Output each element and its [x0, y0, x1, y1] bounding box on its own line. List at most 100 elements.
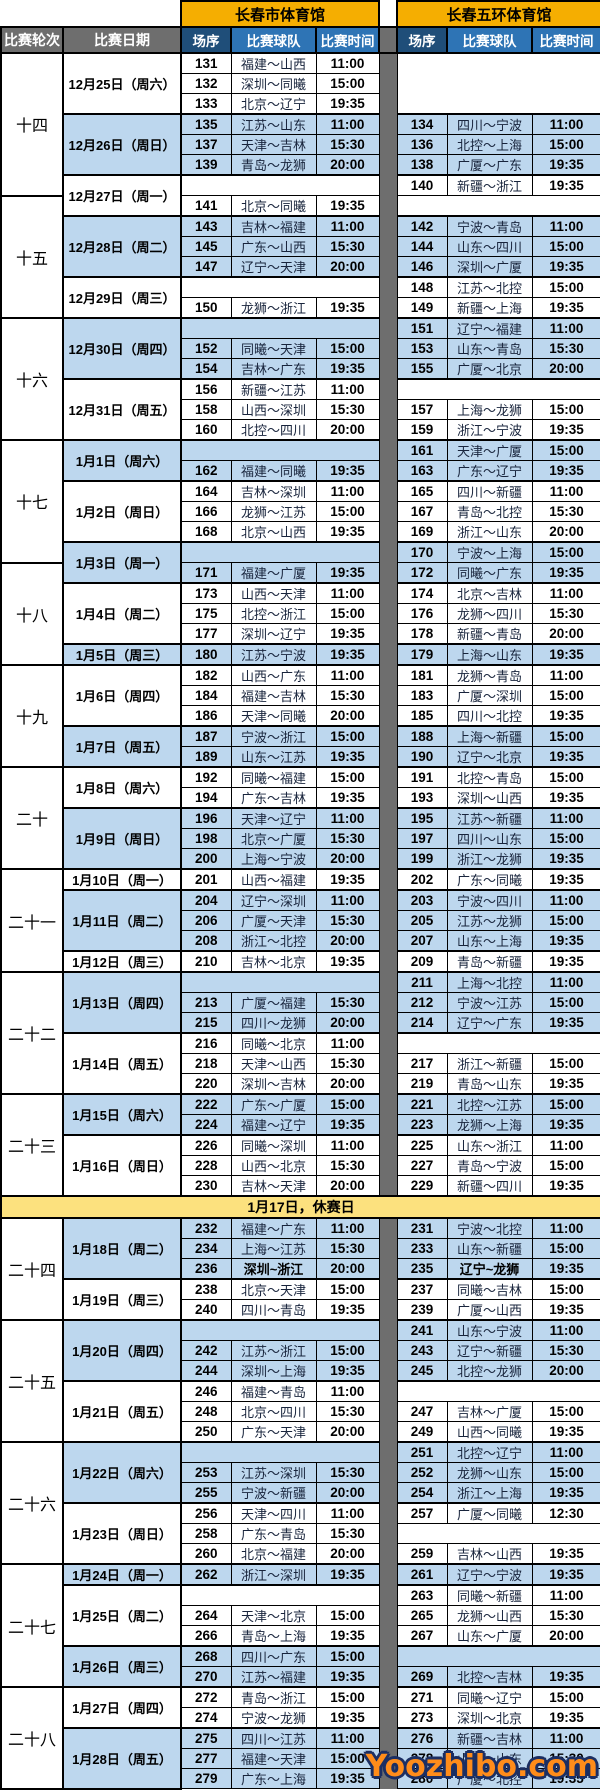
empty-cell [180, 1319, 380, 1341]
round-cell: 十五 [0, 194, 64, 319]
gutter [379, 1442, 397, 1463]
match-time-right: 19:35 [531, 1073, 600, 1095]
date-cell: 1月24日（周一） [62, 1563, 182, 1586]
match-seq-right: 205 [396, 910, 448, 931]
gutter [379, 521, 397, 542]
match-time-right: 19:35 [531, 1707, 600, 1729]
table-row: 189 山东～江苏 19:35 190 辽宁～北京 19:35 [1, 746, 600, 768]
match-time-right: 19:35 [531, 174, 600, 196]
match-seq-left: 132 [180, 73, 232, 94]
table-row: 12月31日（周五） 156 新疆～江苏 11:00 [1, 378, 600, 441]
match-teams-left: 山西～福建 [230, 868, 317, 891]
match-time-right: 15:00 [531, 766, 600, 788]
match-teams-right: 青岛～宁波 [446, 1155, 533, 1176]
match-time-left: 20:00 [315, 1012, 380, 1034]
match-teams-right: 青岛～山东 [446, 1073, 533, 1095]
rest-day-banner: 1月17日，休赛日 [0, 1195, 600, 1219]
match-teams-right: 北京～吉林 [446, 582, 533, 604]
match-seq-right: 237 [396, 1278, 448, 1300]
gutter [379, 440, 397, 461]
match-seq-left: 194 [180, 787, 232, 809]
match-seq-left: 189 [180, 746, 232, 768]
match-time-left: 19:35 [315, 195, 380, 217]
match-seq-left: 220 [180, 1073, 232, 1095]
table-row: 162 福建～同曦 19:35 163 广东～辽宁 19:35 [1, 460, 600, 482]
col-header-round: 比赛轮次 [0, 26, 64, 54]
match-time-right: 19:35 [531, 643, 600, 666]
gutter [379, 992, 397, 1013]
match-teams-left: 北京～天津 [230, 1278, 317, 1300]
match-time-left: 20:00 [315, 154, 380, 176]
match-teams-left: 山东～江苏 [230, 746, 317, 768]
table-row: 十七 1月1日（周六） 161 天津～广厦 15:00 [0, 439, 600, 564]
date-cell: 1月18日（周二） [62, 1217, 182, 1280]
gutter [379, 195, 397, 216]
match-teams-right: 浙江～山东 [446, 521, 533, 543]
match-time-right: 15:30 [531, 501, 600, 522]
match-seq-right: 261 [396, 1563, 448, 1586]
match-seq-right: 214 [396, 1012, 448, 1034]
match-teams-left: 江苏～山东 [230, 113, 317, 135]
match-time-right: 19:35 [531, 787, 600, 809]
match-seq-right: 185 [396, 705, 448, 727]
match-seq-right: 249 [396, 1421, 448, 1443]
table-row: 1月26日（周三） 268 四川～广东 15:00 [1, 1645, 600, 1688]
match-teams-left: 广东～吉林 [230, 787, 317, 809]
match-seq-left: 228 [180, 1155, 232, 1176]
match-time-left: 11:00 [315, 1032, 380, 1054]
match-teams-left: 天津～四川 [230, 1502, 317, 1524]
match-seq-right: 235 [396, 1258, 448, 1280]
match-time-left: 15:00 [315, 1605, 380, 1626]
table-row: 1月14日（周五） 216 同曦～北京 11:00 [1, 1032, 600, 1095]
match-seq-right: 207 [396, 930, 448, 952]
match-seq-left: 154 [180, 358, 232, 380]
table-row: 198 北京～广厦 15:30 197 四川～山东 15:00 [1, 828, 600, 849]
match-seq-right: 163 [396, 460, 448, 482]
gutter [379, 930, 397, 951]
table-row: 二十八 1月27日（周四） 272 青岛～浙江 15:00 271 同曦～辽宁 15:00 [0, 1686, 600, 1790]
match-time-right: 11:00 [531, 889, 600, 911]
match-teams-right: 北控～辽宁 [446, 1441, 533, 1463]
match-seq-left: 171 [180, 562, 232, 584]
table-row: 244 深圳～上海 19:35 245 北控～龙狮 20:00 [1, 1360, 600, 1382]
match-seq-left: 206 [180, 910, 232, 931]
gutter [379, 501, 397, 522]
match-teams-right: 辽宁~龙狮 [446, 1258, 533, 1280]
table-row: 177 深圳～辽宁 19:35 178 新疆～青岛 20:00 [1, 623, 600, 645]
gutter [379, 1421, 397, 1442]
match-seq-left: 240 [180, 1299, 232, 1321]
gutter [379, 134, 397, 155]
match-time-right: 15:00 [531, 276, 600, 298]
table-row: 234 上海～江苏 15:30 233 山东～新疆 15:00 [1, 1238, 600, 1259]
blank-corner [1, 1, 181, 28]
match-time-left: 11:00 [315, 889, 380, 911]
gutter [379, 1503, 397, 1524]
match-seq-right: 202 [396, 868, 448, 891]
match-time-right: 19:35 [531, 1299, 600, 1321]
match-seq-left: 277 [180, 1748, 232, 1769]
table-row: 158 山西～深圳 15:30 157 上海～龙狮 15:00 [1, 399, 600, 420]
match-time-right: 19:35 [531, 154, 600, 176]
match-teams-left: 四川～江苏 [230, 1727, 317, 1749]
match-teams-right: 四川～山东 [446, 828, 533, 849]
gutter [379, 665, 397, 686]
match-teams-left: 浙江～深圳 [230, 1563, 317, 1586]
table-row: 240 四川～青岛 19:35 239 广厦～山西 19:35 [1, 1299, 600, 1321]
match-time-right: 19:35 [531, 460, 600, 482]
match-time-right: 15:30 [531, 1605, 600, 1626]
match-teams-left: 山西～深圳 [230, 399, 317, 420]
match-seq-left: 256 [180, 1502, 232, 1524]
match-seq-right: 169 [396, 521, 448, 543]
match-seq-right: 251 [396, 1441, 448, 1463]
table-row: 12月27日（周一） 140 新疆～浙江 19:35 [1, 174, 600, 217]
col-header-date: 比赛日期 [62, 26, 182, 54]
gutter [379, 1320, 397, 1341]
match-teams-left: 青岛～上海 [230, 1625, 317, 1647]
match-seq-left: 150 [180, 297, 232, 319]
match-time-right: 19:35 [531, 746, 600, 768]
gutter [379, 1340, 397, 1361]
match-time-left: 19:35 [315, 460, 380, 482]
match-time-left: 15:00 [315, 725, 380, 747]
match-time-right: 20:00 [531, 358, 600, 380]
